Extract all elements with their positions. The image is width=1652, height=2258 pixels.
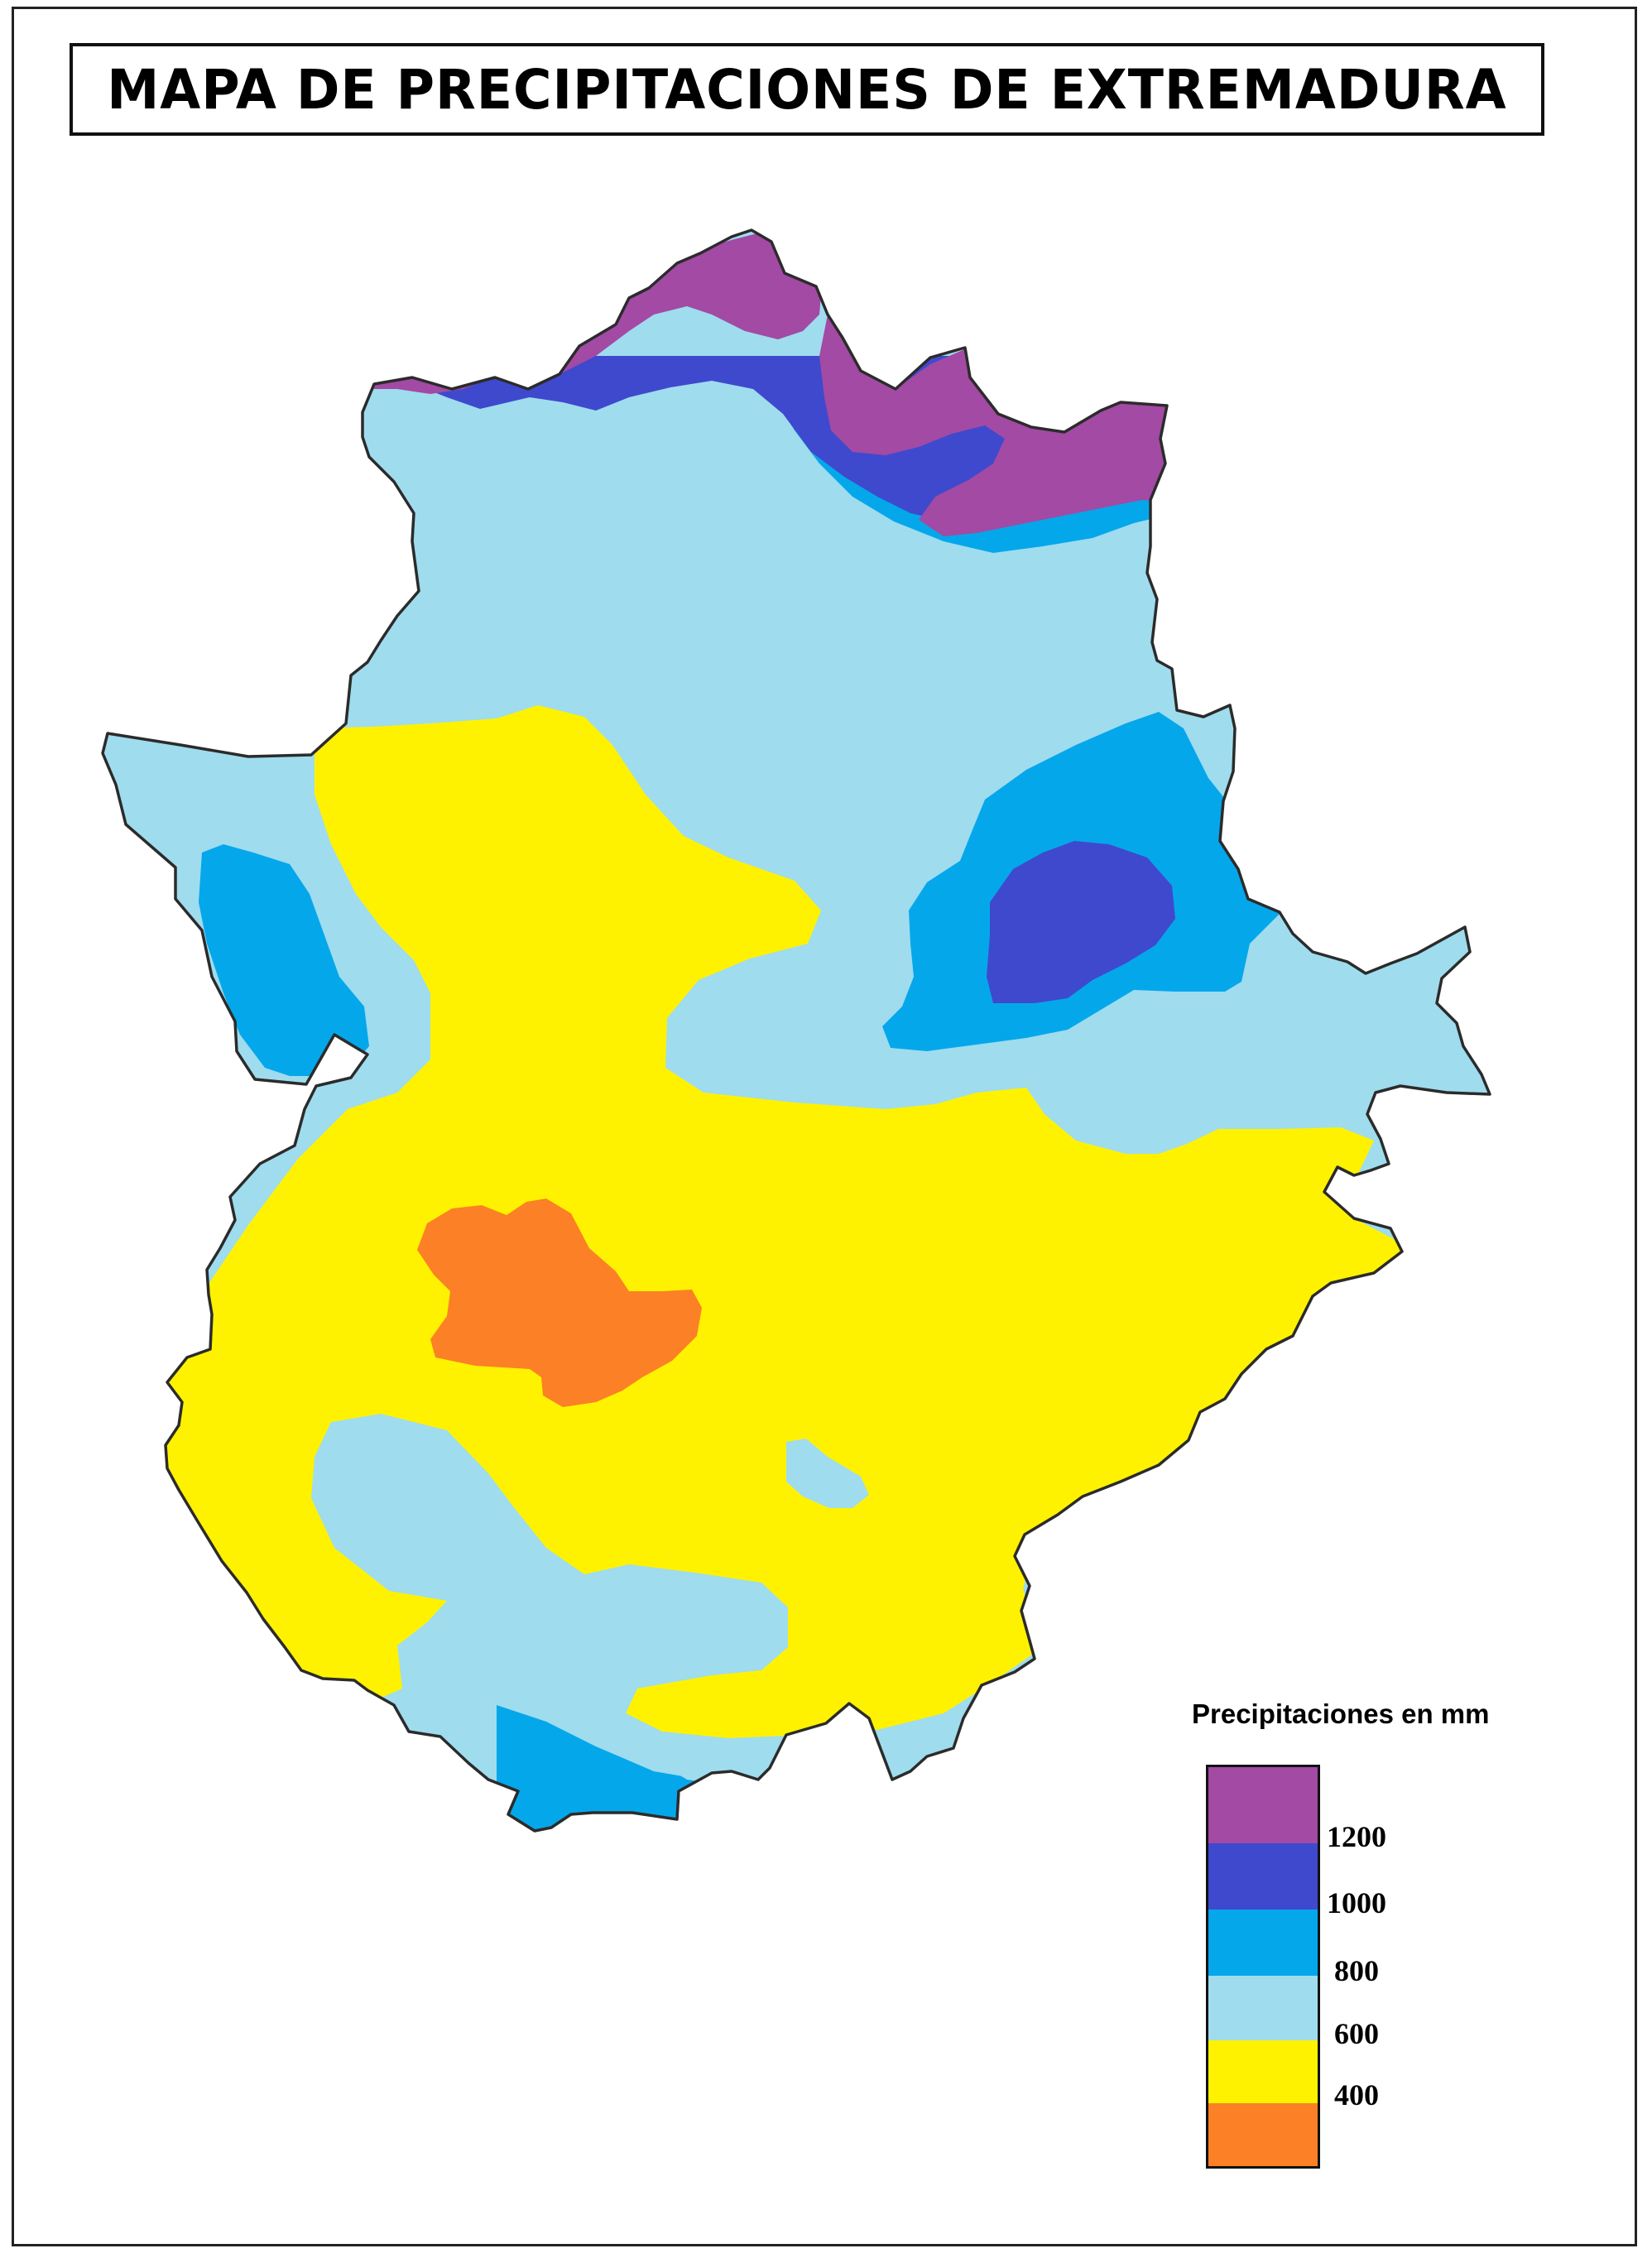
legend-swatch-600-800 xyxy=(1208,1976,1318,2040)
page-frame xyxy=(12,7,1637,2246)
legend-label-400: 400 xyxy=(1334,2078,1379,2111)
zone-under-400 xyxy=(417,1199,702,1407)
legend-swatch-800-1000 xyxy=(1208,1910,1318,1976)
legend-label-800: 800 xyxy=(1334,1954,1379,1987)
legend-label-1000: 1000 xyxy=(1327,1886,1386,1919)
zone-over-1200-northeast xyxy=(819,315,1175,536)
zone-400-600-main xyxy=(149,705,1424,1738)
zone-600-800-north-cut xyxy=(389,464,1192,629)
legend-bar xyxy=(1206,1765,1320,2169)
legend-swatch-1000-1200 xyxy=(1208,1843,1318,1910)
legend-swatch-under-400 xyxy=(1208,2103,1318,2166)
legend-swatch-over-1200 xyxy=(1208,1767,1318,1843)
map-title: MAPA DE PRECIPITACIONES DE EXTREMADURA xyxy=(107,57,1507,122)
zone-1000-1200-east xyxy=(987,841,1175,1003)
legend-title: Precipitaciones en mm xyxy=(1192,1698,1490,1729)
legend-swatch-400-600 xyxy=(1208,2040,1318,2103)
legend-label-600: 600 xyxy=(1334,2017,1379,2050)
legend-label-1200: 1200 xyxy=(1327,1820,1386,1853)
map-title-box: MAPA DE PRECIPITACIONES DE EXTREMADURA xyxy=(70,43,1544,136)
zone-800-1000-west xyxy=(199,844,369,1076)
zone-400-600-small-lake xyxy=(786,1439,869,1508)
